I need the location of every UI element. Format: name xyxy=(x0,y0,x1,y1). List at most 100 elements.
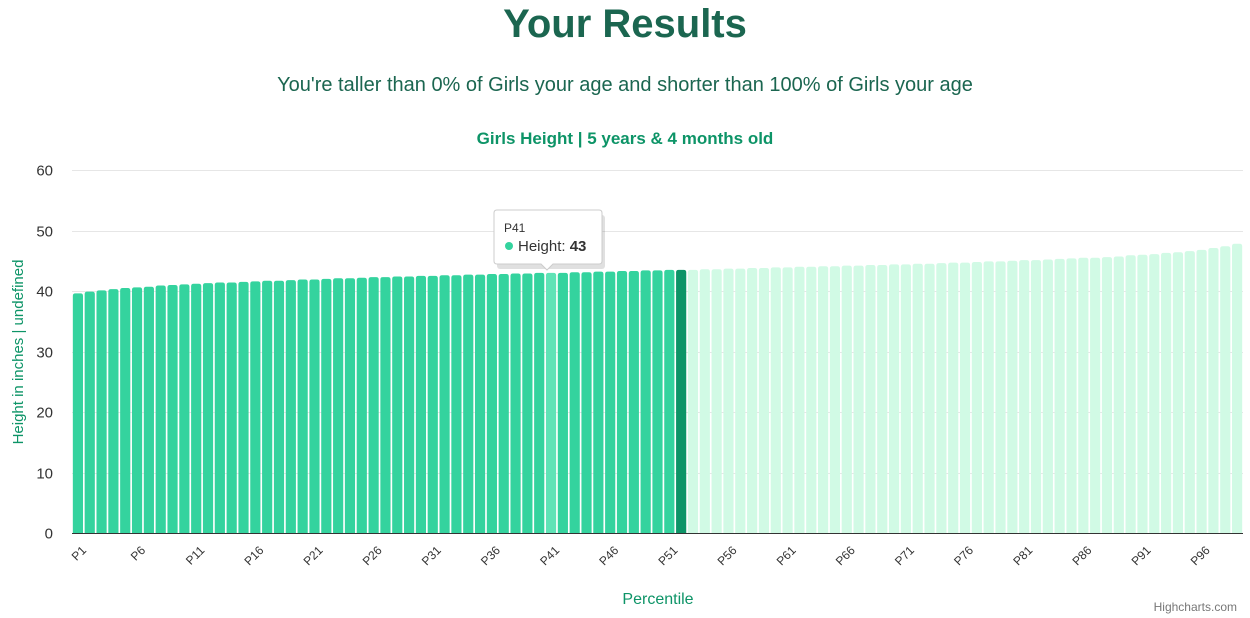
bar-p52[interactable] xyxy=(676,269,687,533)
bar-p11[interactable] xyxy=(191,283,202,533)
bar-p53[interactable] xyxy=(687,269,699,533)
bar-p36[interactable] xyxy=(486,274,497,533)
bar-p22[interactable] xyxy=(321,278,332,533)
bar-p31[interactable] xyxy=(427,275,438,533)
bar-p49[interactable] xyxy=(640,270,651,533)
bar-p43[interactable] xyxy=(569,272,580,533)
bar-p48[interactable] xyxy=(628,271,639,533)
bar-p7[interactable] xyxy=(143,286,154,533)
bar-p47[interactable] xyxy=(616,271,628,533)
bar-p76[interactable] xyxy=(959,262,971,533)
bar-p86[interactable] xyxy=(1078,257,1089,533)
bar-p57[interactable] xyxy=(735,268,746,533)
bar-p79[interactable] xyxy=(995,261,1006,533)
bar-p30[interactable] xyxy=(415,275,427,533)
bar-p61[interactable] xyxy=(782,267,793,533)
bar-p32[interactable] xyxy=(439,275,450,533)
bar-p12[interactable] xyxy=(202,283,214,533)
bar-p37[interactable] xyxy=(498,274,509,533)
bar-p62[interactable] xyxy=(794,266,805,533)
bar-p27[interactable] xyxy=(380,277,391,533)
bar-p88[interactable] xyxy=(1101,257,1113,533)
bar-p68[interactable] xyxy=(865,264,876,533)
bar-p2[interactable] xyxy=(84,291,95,533)
bar-p70[interactable] xyxy=(888,264,900,533)
bar-p9[interactable] xyxy=(167,284,178,533)
bar-p25[interactable] xyxy=(356,277,367,533)
bar-p17[interactable] xyxy=(262,280,273,533)
bar-p50[interactable] xyxy=(652,270,663,533)
bar-p34[interactable] xyxy=(463,274,474,533)
bar-p44[interactable] xyxy=(581,272,592,533)
bar-p65[interactable] xyxy=(829,266,841,533)
bar-p74[interactable] xyxy=(936,263,947,533)
bar-p90[interactable] xyxy=(1125,255,1136,533)
bar-p19[interactable] xyxy=(285,280,296,533)
bar-p21[interactable] xyxy=(309,279,320,533)
bar-p58[interactable] xyxy=(747,268,758,533)
bar-p39[interactable] xyxy=(522,273,533,533)
bar-p54[interactable] xyxy=(699,269,710,533)
bar-p24[interactable] xyxy=(344,278,356,533)
bar-p13[interactable] xyxy=(214,282,225,533)
bar-p15[interactable] xyxy=(238,281,249,533)
bar-p8[interactable] xyxy=(155,285,166,533)
bar-p64[interactable] xyxy=(818,266,829,533)
bar-p45[interactable] xyxy=(593,271,604,533)
bar-p71[interactable] xyxy=(900,264,911,533)
bar-p63[interactable] xyxy=(806,266,817,533)
bar-p78[interactable] xyxy=(983,261,994,533)
bar-p40[interactable] xyxy=(534,272,545,533)
bar-p84[interactable] xyxy=(1054,258,1065,533)
bar-p95[interactable] xyxy=(1184,251,1195,533)
bar-p4[interactable] xyxy=(108,289,119,533)
bar-p67[interactable] xyxy=(853,265,864,533)
bar-p73[interactable] xyxy=(924,263,935,533)
highcharts-credits-link[interactable]: Highcharts.com xyxy=(1153,600,1237,614)
bar-p28[interactable] xyxy=(392,276,403,533)
bar-p94[interactable] xyxy=(1172,252,1184,533)
bar-p92[interactable] xyxy=(1149,254,1160,533)
bar-p98[interactable] xyxy=(1220,246,1231,534)
bar-p87[interactable] xyxy=(1090,257,1101,533)
bar-p80[interactable] xyxy=(1007,260,1018,533)
bar-p20[interactable] xyxy=(297,279,308,533)
bar-p75[interactable] xyxy=(948,262,959,533)
bar-p91[interactable] xyxy=(1137,254,1148,533)
bar-p10[interactable] xyxy=(179,284,190,533)
bar-p69[interactable] xyxy=(877,264,888,533)
bar-p23[interactable] xyxy=(333,278,344,533)
bar-p3[interactable] xyxy=(96,290,107,533)
bar-p83[interactable] xyxy=(1042,259,1053,533)
bar-p35[interactable] xyxy=(474,274,486,533)
bar-p29[interactable] xyxy=(404,276,415,533)
bar-p77[interactable] xyxy=(971,261,982,533)
bar-p60[interactable] xyxy=(770,267,781,533)
bar-p6[interactable] xyxy=(131,287,143,533)
bar-p96[interactable] xyxy=(1196,249,1207,534)
bar-p38[interactable] xyxy=(510,273,521,533)
bar-p97[interactable] xyxy=(1208,248,1219,534)
bar-p82[interactable] xyxy=(1030,260,1042,533)
bar-p81[interactable] xyxy=(1019,260,1030,533)
bar-p55[interactable] xyxy=(711,269,722,533)
bar-p33[interactable] xyxy=(451,275,462,533)
bar-p14[interactable] xyxy=(226,282,237,533)
bar-p66[interactable] xyxy=(841,265,852,533)
bar-p1[interactable] xyxy=(72,293,84,533)
bar-p56[interactable] xyxy=(723,268,734,533)
bar-p59[interactable] xyxy=(758,268,770,533)
bar-p93[interactable] xyxy=(1161,252,1172,533)
bar-p41[interactable] xyxy=(545,272,557,533)
bar-p26[interactable] xyxy=(368,277,379,533)
bar-p51[interactable] xyxy=(664,269,675,533)
bar-p99[interactable] xyxy=(1231,243,1243,533)
bar-p85[interactable] xyxy=(1066,258,1077,533)
bar-p5[interactable] xyxy=(120,287,131,533)
bar-p42[interactable] xyxy=(557,272,568,533)
bar-p18[interactable] xyxy=(273,280,285,533)
bar-p89[interactable] xyxy=(1113,256,1124,533)
bar-p46[interactable] xyxy=(605,271,616,533)
bar-p16[interactable] xyxy=(250,281,261,533)
bar-p72[interactable] xyxy=(912,263,923,533)
